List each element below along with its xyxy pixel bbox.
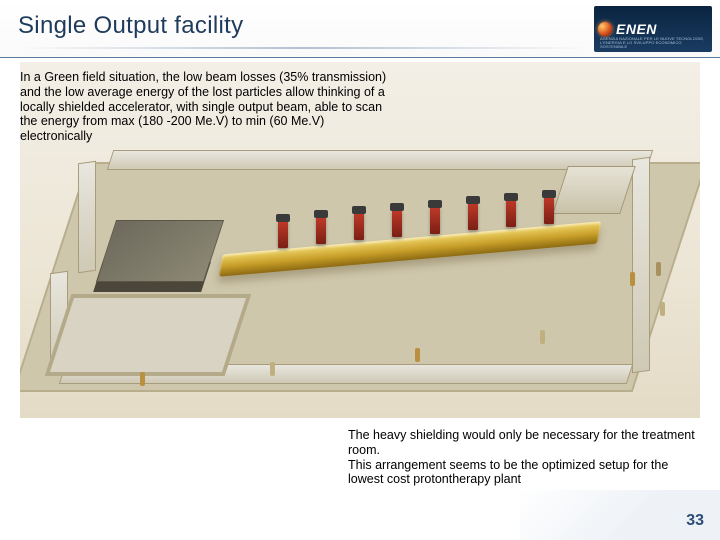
rf-stub-cap (504, 193, 518, 201)
page-number: 33 (686, 512, 704, 530)
rf-stub-cap (314, 210, 328, 218)
rf-stub (354, 212, 364, 240)
logo-dot-icon (598, 22, 612, 36)
title-bar: Single Output facility ENEN AGENZIA NAZI… (0, 0, 720, 58)
rf-stub (278, 220, 288, 248)
title-underline (18, 47, 590, 49)
wall-right (632, 157, 650, 374)
logo-tagline: AGENZIA NAZIONALE PER LE NUOVE TECNOLOGI… (600, 37, 708, 49)
content-area: In a Green field situation, the low beam… (0, 58, 720, 540)
treatment-bunker-wall (45, 294, 252, 376)
rf-stub (430, 206, 440, 234)
person-figure (660, 302, 665, 316)
rf-stub-cap (352, 206, 366, 214)
logo-brand: ENEN (616, 21, 657, 37)
rf-stub-cap (542, 190, 556, 198)
rf-stub-cap (466, 196, 480, 204)
rf-stub-cap (428, 200, 442, 208)
rf-stub (544, 196, 554, 224)
rf-stub (316, 216, 326, 244)
rf-stub-cap (390, 203, 404, 211)
person-figure (630, 272, 635, 286)
person-figure (540, 330, 545, 344)
wall-left-upper (78, 161, 96, 274)
enea-logo: ENEN AGENZIA NAZIONALE PER LE NUOVE TECN… (594, 6, 712, 52)
rf-stub-cap (276, 214, 290, 222)
person-figure (270, 362, 275, 376)
description-bottom: The heavy shielding would only be necess… (348, 428, 700, 487)
treatment-bunker-roof (96, 220, 224, 282)
person-figure (415, 348, 420, 362)
description-top: In a Green field situation, the low beam… (20, 70, 390, 144)
rf-stub (468, 202, 478, 230)
person-figure (140, 372, 145, 386)
rf-stub (506, 199, 516, 227)
person-figure (656, 262, 661, 276)
rf-stub (392, 209, 402, 237)
